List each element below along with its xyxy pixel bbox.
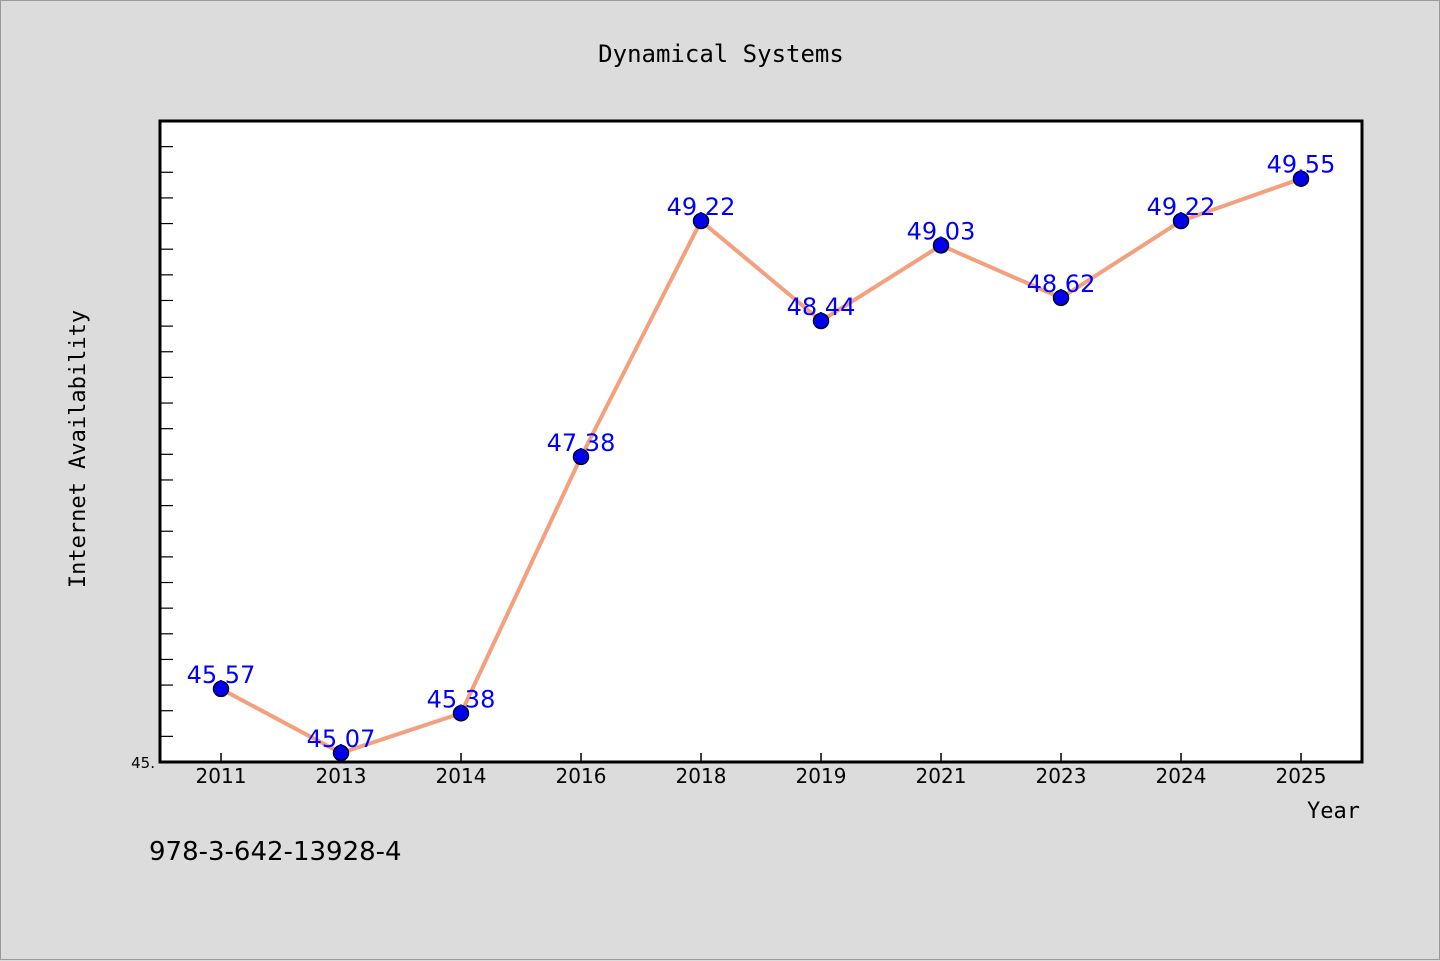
data-label: 49.55	[1267, 151, 1336, 179]
data-point	[452, 705, 470, 722]
x-tick-label: 2025	[1276, 764, 1327, 788]
data-label: 45.07	[307, 725, 376, 753]
data-label: 49.22	[1147, 193, 1216, 221]
data-point	[212, 680, 230, 698]
x-tick-label: 2019	[796, 764, 847, 788]
data-label: 45.57	[187, 661, 256, 689]
isbn-text: 978-3-642-13928-4	[149, 837, 402, 867]
data-point	[1052, 289, 1070, 307]
data-label: 49.22	[667, 193, 736, 221]
data-label: 48.62	[1027, 270, 1096, 298]
x-axis-label: Year	[1307, 799, 1360, 824]
x-tick-label: 2018	[676, 764, 727, 788]
x-tick-label: 2014	[436, 764, 487, 788]
series-line-group	[219, 176, 1303, 756]
x-tick-label: 2021	[916, 764, 967, 788]
y-axis-label: Internet Availability	[66, 310, 91, 588]
series-line	[219, 176, 1303, 756]
data-point	[332, 744, 350, 762]
data-point	[1292, 170, 1310, 187]
data-label: 48.44	[787, 293, 856, 321]
data-point	[572, 448, 590, 466]
data-label: 47.38	[547, 429, 616, 457]
x-tick-label: 2013	[316, 764, 367, 788]
x-tick-label: 2011	[196, 764, 247, 788]
plot-area	[158, 119, 1364, 764]
x-tick-label: 2024	[1156, 764, 1207, 788]
x-tick-label: 2016	[556, 764, 607, 788]
y-axis-ticks	[160, 146, 173, 737]
x-axis-ticks: 2011 2013 2014 2016 2018 2019 2021 2023 2024 2025	[196, 753, 1327, 788]
data-markers	[212, 170, 1310, 762]
data-label: 45.38	[427, 685, 496, 713]
y-axis-min-label: 45.	[131, 754, 155, 772]
data-point	[1172, 212, 1190, 230]
data-point	[812, 312, 830, 330]
chart-title: Dynamical Systems	[598, 40, 844, 68]
data-labels: 45.57 45.07 45.38 47.38 49.22 48.44 49.03 48.62…	[187, 151, 1336, 753]
data-point	[692, 212, 710, 230]
data-point	[932, 237, 950, 254]
x-tick-label: 2023	[1036, 764, 1087, 788]
data-label: 49.03	[907, 217, 976, 245]
